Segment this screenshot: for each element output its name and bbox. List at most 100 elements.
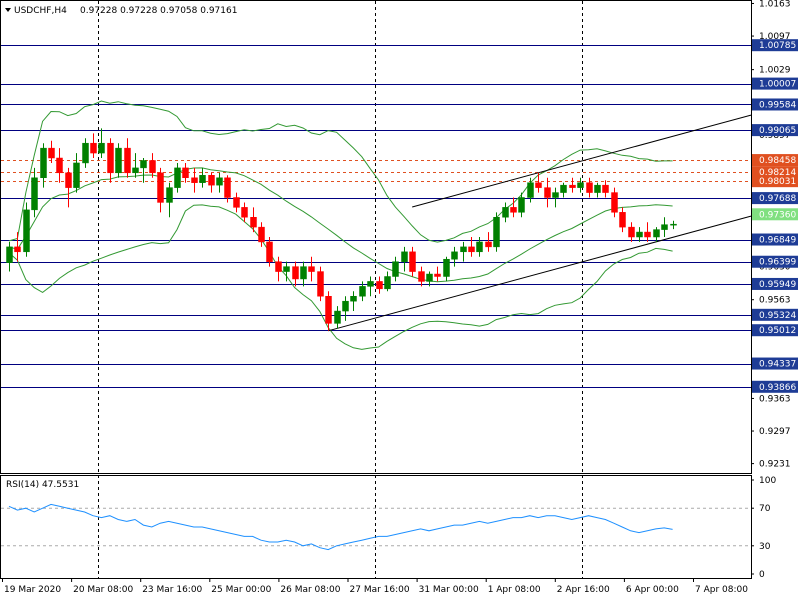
- candle-body: [241, 207, 248, 218]
- price-tick-label: 1.0029: [759, 66, 791, 76]
- rsi-title: RSI(14) 47.5531: [6, 480, 79, 490]
- candle-body: [527, 182, 534, 198]
- candle-body: [132, 167, 139, 174]
- candle-body: [82, 142, 89, 164]
- price-tick-label: 0.9297: [759, 427, 791, 437]
- candle-body: [636, 231, 643, 238]
- candle-body: [283, 266, 290, 272]
- rsi-tick-label: 70: [759, 504, 771, 514]
- candle-body: [653, 229, 660, 238]
- candle-body: [140, 160, 147, 169]
- level-marker-label: 1.00785: [759, 41, 796, 51]
- level-marker-label: 0.95949: [759, 280, 796, 290]
- level-marker-box: [752, 324, 798, 337]
- level-marker-label: 0.96399: [759, 258, 796, 268]
- level-marker-label: 0.93866: [759, 383, 796, 393]
- main-pane-frame: [0, 0, 752, 474]
- collapse-triangle-icon[interactable]: [5, 8, 11, 12]
- candle-body: [157, 172, 164, 203]
- level-marker-box: [752, 277, 798, 290]
- time-tick-label: 23 Mar 16:00: [142, 585, 202, 595]
- candle-body: [208, 175, 215, 186]
- candle-body: [216, 177, 223, 186]
- candle-body: [174, 167, 181, 188]
- bollinger-middle-band: [8, 167, 673, 283]
- candle-body: [14, 246, 21, 253]
- candle-body: [468, 246, 475, 253]
- candle-body: [426, 273, 433, 282]
- time-tick-label: 27 Mar 16:00: [350, 585, 410, 595]
- candle-body: [392, 261, 399, 277]
- time-tick-label: 6 Apr 00:00: [626, 585, 679, 595]
- candle-body: [182, 167, 189, 179]
- candle-body: [611, 192, 618, 213]
- time-tick-label: 2 Apr 16:00: [557, 585, 610, 595]
- candle-body: [98, 142, 105, 154]
- candle-body: [325, 295, 332, 324]
- level-marker-box: [752, 380, 798, 393]
- rsi-panel: 100 70 30 0: [1, 476, 776, 580]
- rsi-pane-frame: [0, 475, 752, 579]
- level-marker-label: 0.96849: [759, 236, 796, 246]
- trend-channel: [328, 114, 752, 332]
- candle-body: [258, 226, 265, 243]
- candle-body: [510, 207, 517, 213]
- resistance-marker-label: 0.98031: [759, 177, 796, 187]
- candle-body: [124, 147, 131, 174]
- candle-body: [535, 182, 542, 188]
- candle-body: [577, 182, 584, 188]
- price-tick-label: 1.0163: [759, 0, 791, 9]
- candle-body: [73, 162, 80, 188]
- time-tick-label: 26 Mar 08:00: [280, 585, 340, 595]
- level-marker-box: [752, 192, 798, 205]
- candle-body: [661, 224, 668, 230]
- level-marker-box: [752, 308, 798, 321]
- level-marker-label: 0.94337: [759, 360, 796, 370]
- rsi-line: [8, 503, 673, 551]
- level-marker-box: [752, 77, 798, 90]
- candle-body: [602, 184, 609, 193]
- level-marker-box: [752, 233, 798, 246]
- time-tick-label: 20 Mar 08:00: [73, 585, 133, 595]
- level-marker-label: 0.99584: [759, 100, 796, 110]
- level-marker-label: 0.95324: [759, 311, 796, 321]
- time-tick-label: 1 Apr 08:00: [488, 585, 541, 595]
- candle-body: [31, 177, 38, 211]
- candle-body: [560, 184, 567, 193]
- current-price-marker-label: 0.97360: [759, 210, 796, 220]
- level-marker-box: [752, 357, 798, 370]
- candle-body: [199, 175, 206, 183]
- candle-body: [275, 261, 282, 272]
- horizontal-levels: [1, 45, 751, 388]
- price-axis: 1.01631.00971.00290.99630.98970.96300.95…: [751, 0, 798, 470]
- candle-body: [502, 207, 509, 218]
- candle-body: [594, 184, 601, 193]
- candle-body: [367, 281, 374, 287]
- candle-body: [6, 246, 13, 263]
- candle-body: [485, 241, 492, 248]
- candle-body: [317, 271, 324, 297]
- period-separators: [98, 1, 583, 578]
- trend-support-line: [328, 215, 752, 332]
- candle-body: [401, 251, 408, 262]
- rsi-tick-label: 0: [759, 570, 765, 580]
- candle-body: [434, 273, 441, 277]
- level-marker-box: [752, 39, 798, 52]
- candle-body: [115, 147, 122, 174]
- candle-body: [451, 251, 458, 260]
- bollinger-lower-band: [8, 204, 673, 350]
- level-marker-label: 0.95012: [759, 326, 796, 336]
- level-marker-box: [752, 98, 798, 111]
- candle-body: [619, 212, 626, 228]
- time-tick-label: 31 Mar 00:00: [419, 585, 479, 595]
- candle-body: [460, 246, 467, 253]
- candlesticks: [6, 128, 677, 331]
- candle-body: [544, 187, 551, 198]
- candle-body: [65, 172, 72, 188]
- time-tick-label: 19 Mar 2020: [4, 585, 61, 595]
- candle-body: [250, 217, 257, 228]
- candle-body: [48, 147, 55, 159]
- candle-body: [493, 217, 500, 248]
- candle-body: [266, 241, 273, 262]
